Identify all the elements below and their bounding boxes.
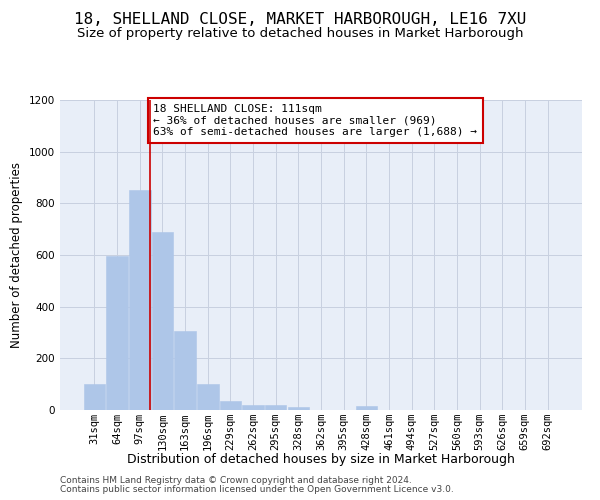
Text: 18 SHELLAND CLOSE: 111sqm
← 36% of detached houses are smaller (969)
63% of semi: 18 SHELLAND CLOSE: 111sqm ← 36% of detac…	[154, 104, 478, 137]
Text: Contains public sector information licensed under the Open Government Licence v3: Contains public sector information licen…	[60, 485, 454, 494]
Bar	[287, 408, 309, 410]
Bar	[175, 331, 196, 410]
Bar	[197, 384, 218, 410]
Bar	[129, 190, 151, 410]
Text: Distribution of detached houses by size in Market Harborough: Distribution of detached houses by size …	[127, 452, 515, 466]
Bar	[242, 405, 264, 410]
Bar	[84, 384, 105, 410]
Text: Contains HM Land Registry data © Crown copyright and database right 2024.: Contains HM Land Registry data © Crown c…	[60, 476, 412, 485]
Text: 18, SHELLAND CLOSE, MARKET HARBOROUGH, LE16 7XU: 18, SHELLAND CLOSE, MARKET HARBOROUGH, L…	[74, 12, 526, 28]
Text: Size of property relative to detached houses in Market Harborough: Size of property relative to detached ho…	[77, 28, 523, 40]
Bar	[356, 406, 377, 410]
Y-axis label: Number of detached properties: Number of detached properties	[10, 162, 23, 348]
Bar	[265, 406, 286, 410]
Bar	[106, 256, 128, 410]
Bar	[220, 402, 241, 410]
Bar	[152, 232, 173, 410]
